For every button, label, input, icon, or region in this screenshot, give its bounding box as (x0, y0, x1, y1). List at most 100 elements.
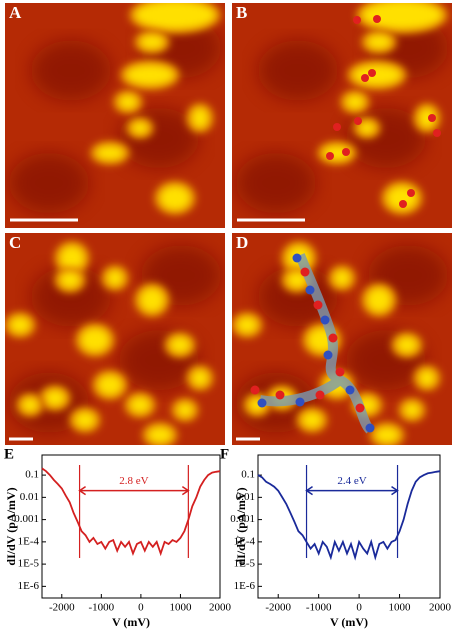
molecule (140, 35, 164, 49)
dot (320, 315, 330, 325)
y-tick-label: 0.001 (230, 513, 255, 525)
molecule (135, 3, 215, 29)
molecule (346, 95, 364, 109)
red-dot (428, 114, 436, 122)
gap-label: 2.8 eV (119, 475, 148, 487)
y-tick-label: 1E-5 (234, 558, 256, 570)
molecule (130, 397, 150, 413)
molecule (237, 317, 257, 333)
y-tick-label: 0.1 (241, 469, 255, 481)
molecule (367, 288, 391, 312)
molecule (375, 427, 399, 443)
molecule (160, 186, 190, 210)
y-tick-label: 1E-4 (234, 535, 256, 547)
dot (365, 423, 375, 433)
texture (9, 153, 89, 213)
molecule (302, 412, 322, 428)
red-dot (361, 74, 369, 82)
molecule (397, 337, 417, 353)
molecule (148, 427, 172, 443)
molecule (96, 146, 124, 160)
molecule (119, 95, 137, 109)
dot (355, 403, 365, 413)
stm-image (5, 3, 225, 228)
molecule (22, 398, 38, 412)
dot (315, 390, 325, 400)
molecule (60, 246, 84, 270)
red-dot (354, 117, 362, 125)
red-dot (353, 16, 361, 24)
molecule (107, 270, 123, 286)
molecule (334, 270, 350, 286)
spectrum-line (257, 470, 441, 561)
y-axis-label: dI/dV (pA/mV) (234, 487, 248, 565)
y-tick-label: 0.01 (20, 491, 39, 503)
texture (258, 40, 338, 101)
molecule (177, 403, 193, 417)
red-dot (407, 189, 415, 197)
panel-label: F (220, 446, 229, 462)
x-tick-label: -2000 (49, 602, 75, 614)
molecule (126, 65, 174, 85)
panel-label: A (9, 3, 22, 22)
plot-frame (257, 454, 441, 599)
dot (250, 385, 260, 395)
chart: E 0.1 0.01 0.001 1E-4 1E-5 1E-6 -2000 -1000 0 1000… (4, 446, 232, 628)
molecule (287, 272, 307, 288)
red-dot (373, 15, 381, 23)
dot (275, 390, 285, 400)
stm-image (5, 233, 225, 445)
y-axis-label: dI/dV (pA/mV) (4, 487, 18, 565)
molecule (140, 288, 164, 312)
molecule (419, 108, 435, 128)
dot (313, 300, 323, 310)
panel-label: B (236, 3, 247, 22)
x-axis-label: V (mV) (330, 615, 368, 629)
spectrum-line (41, 467, 221, 557)
red-dot (433, 129, 441, 137)
panel-label: D (236, 233, 248, 252)
molecule (75, 412, 95, 428)
y-tick-label: 1E-5 (18, 558, 40, 570)
plot-frame (41, 454, 221, 599)
texture (31, 40, 111, 101)
x-tick-label: 1000 (169, 602, 192, 614)
molecule (419, 370, 435, 386)
red-dot (342, 148, 350, 156)
y-tick-label: 1E-6 (18, 580, 40, 592)
molecule (98, 375, 122, 395)
red-dot (368, 69, 376, 77)
gap-arrow (305, 486, 399, 496)
dot (305, 285, 315, 295)
y-tick-label: 0.01 (236, 491, 255, 503)
texture (258, 266, 338, 327)
red-dot (326, 152, 334, 160)
molecule (81, 328, 109, 352)
stm-image (232, 3, 452, 228)
x-tick-label: -1000 (306, 602, 332, 614)
x-tick-label: -1000 (88, 602, 114, 614)
gap-arrow (78, 486, 190, 496)
molecule (192, 108, 208, 128)
x-tick-label: -2000 (265, 602, 291, 614)
molecule (45, 390, 65, 406)
molecule (132, 122, 148, 134)
molecule (10, 317, 30, 333)
y-tick-label: 1E-4 (18, 535, 40, 547)
dot (323, 350, 333, 360)
x-tick-label: 0 (138, 602, 144, 614)
stm-image (232, 233, 452, 445)
stm-images: A B C D (5, 3, 452, 445)
molecule (359, 122, 375, 134)
x-axis-label: V (mV) (112, 615, 150, 629)
panel-label: C (9, 233, 21, 252)
texture (31, 266, 111, 327)
texture (236, 153, 316, 213)
dot (345, 385, 355, 395)
y-tick-label: 1E-6 (234, 580, 256, 592)
dot (328, 333, 338, 343)
molecule (367, 35, 391, 49)
x-tick-label: 2000 (429, 602, 452, 614)
